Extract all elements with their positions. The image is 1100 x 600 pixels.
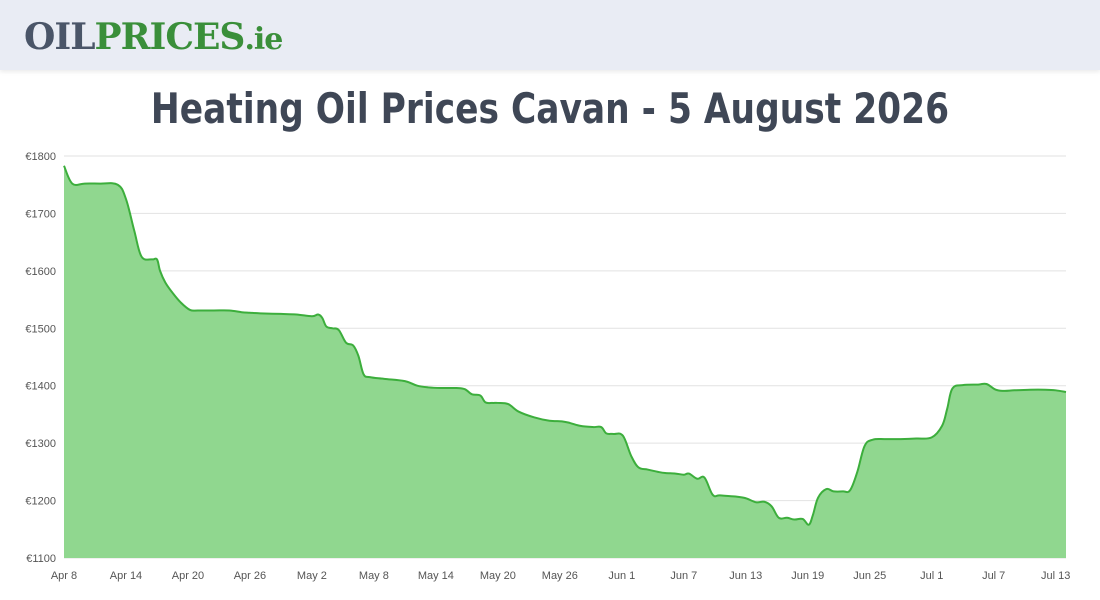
x-tick: Apr 8 [51, 570, 77, 582]
x-tick-label: Jun 7 [670, 570, 697, 582]
x-tick-label: Jun 25 [853, 570, 886, 582]
x-tick: May 2 [297, 570, 327, 582]
y-tick: €1600 [25, 266, 56, 278]
y-tick-label: €1600 [25, 266, 56, 278]
x-tick: May 8 [359, 570, 389, 582]
x-tick: Apr 20 [172, 570, 204, 582]
x-tick: May 20 [480, 570, 516, 582]
y-tick: €1300 [25, 438, 56, 450]
x-tick: Jun 7 [670, 570, 697, 582]
y-tick-label: €1100 [26, 553, 56, 565]
y-tick: €1200 [25, 496, 56, 508]
x-tick: Jul 7 [982, 570, 1005, 582]
x-tick: Jun 1 [608, 570, 635, 582]
logo-prices-text: PRICES [94, 16, 246, 58]
x-tick-label: Jul 7 [982, 570, 1005, 582]
x-tick: Jul 13 [1041, 570, 1070, 582]
y-tick-label: €1500 [25, 323, 56, 335]
site-logo[interactable]: OILPRICES.ie [24, 14, 283, 63]
y-tick-label: €1800 [25, 151, 56, 163]
y-tick: €1800 [25, 151, 56, 163]
logo-oil-text: OIL [24, 16, 96, 58]
x-tick: Jul 1 [920, 570, 943, 582]
x-tick-label: Jun 1 [608, 570, 635, 582]
logo-tld-text: .ie [244, 22, 283, 57]
x-tick: Jun 19 [791, 570, 824, 582]
x-tick-label: May 2 [297, 570, 327, 582]
x-axis: Apr 8 Apr 14 Apr 20 Apr 26 May 2 May 8 May 14 M… [51, 570, 1070, 582]
x-tick-label: Apr 26 [234, 570, 266, 582]
x-tick: Apr 14 [110, 570, 142, 582]
x-tick-label: May 20 [480, 570, 516, 582]
x-tick-label: May 8 [359, 570, 389, 582]
x-tick: Jun 13 [729, 570, 762, 582]
x-tick-label: May 26 [542, 570, 578, 582]
x-tick-label: Apr 14 [110, 570, 142, 582]
x-tick-label: May 14 [418, 570, 454, 582]
y-tick: €1400 [25, 381, 56, 393]
price-area [64, 165, 1066, 558]
x-tick-label: Apr 8 [51, 570, 77, 582]
price-line [63, 165, 1067, 526]
y-tick-label: €1200 [25, 496, 56, 508]
y-tick: €1100 [26, 553, 56, 565]
header-bar: OILPRICES.ie [0, 0, 1100, 70]
x-tick-label: Jul 13 [1041, 570, 1070, 582]
x-tick-label: Apr 20 [172, 570, 204, 582]
x-tick: Apr 26 [234, 570, 266, 582]
x-tick: May 26 [542, 570, 578, 582]
x-tick-label: Jun 13 [729, 570, 762, 582]
chart-series [63, 165, 1067, 558]
y-tick: €1700 [25, 208, 56, 220]
x-tick: May 14 [418, 570, 454, 582]
y-tick: €1500 [25, 323, 56, 335]
y-axis: €1100 €1200 €1300 €1400 €1500 €1600 €1700 €1800 [25, 151, 56, 565]
x-tick-label: Jun 19 [791, 570, 824, 582]
x-tick: Jun 25 [853, 570, 886, 582]
page-title: Heating Oil Prices Cavan - 5 August 2026 [150, 84, 950, 133]
y-tick-label: €1400 [25, 381, 56, 393]
y-tick-label: €1300 [25, 438, 56, 450]
x-tick-label: Jul 1 [920, 570, 943, 582]
y-tick-label: €1700 [25, 208, 56, 220]
